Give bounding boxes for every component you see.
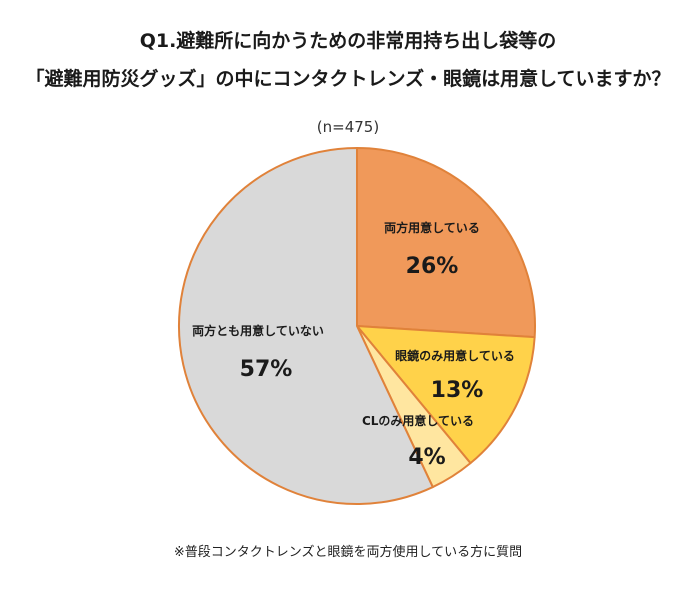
- slice-label-4: 両方とも用意していない: [192, 323, 324, 338]
- footnote: ※普段コンタクトレンズと眼鏡を両方使用している方に質問: [173, 545, 523, 560]
- slice-value-2: 13%: [431, 378, 484, 403]
- slice-label-2: 眼鏡のみ用意している: [395, 348, 515, 363]
- pie-slice-2: [356, 325, 536, 465]
- slice-value-1: 26%: [406, 254, 459, 279]
- chart-title-line1: Q1.避難所に向かうための非常用持ち出し袋等の: [139, 30, 557, 52]
- slice-value-3: 4%: [408, 445, 445, 470]
- slice-label-3: CLのみ用意している: [362, 413, 474, 428]
- sample-size-label: (n=475): [316, 118, 380, 136]
- pie-slice-1: [356, 147, 537, 339]
- slice-label-1: 両方用意している: [384, 220, 480, 235]
- chart-title-line2: 「避難用防災グッズ」の中にコンタクトレンズ・眼鏡は用意していますか？: [25, 68, 671, 90]
- pie-slice-4: [178, 147, 434, 505]
- slice-value-4: 57%: [240, 357, 293, 382]
